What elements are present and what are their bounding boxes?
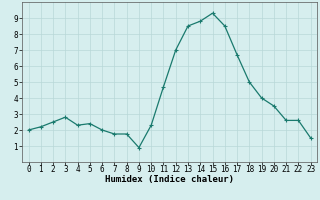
X-axis label: Humidex (Indice chaleur): Humidex (Indice chaleur) bbox=[105, 175, 234, 184]
